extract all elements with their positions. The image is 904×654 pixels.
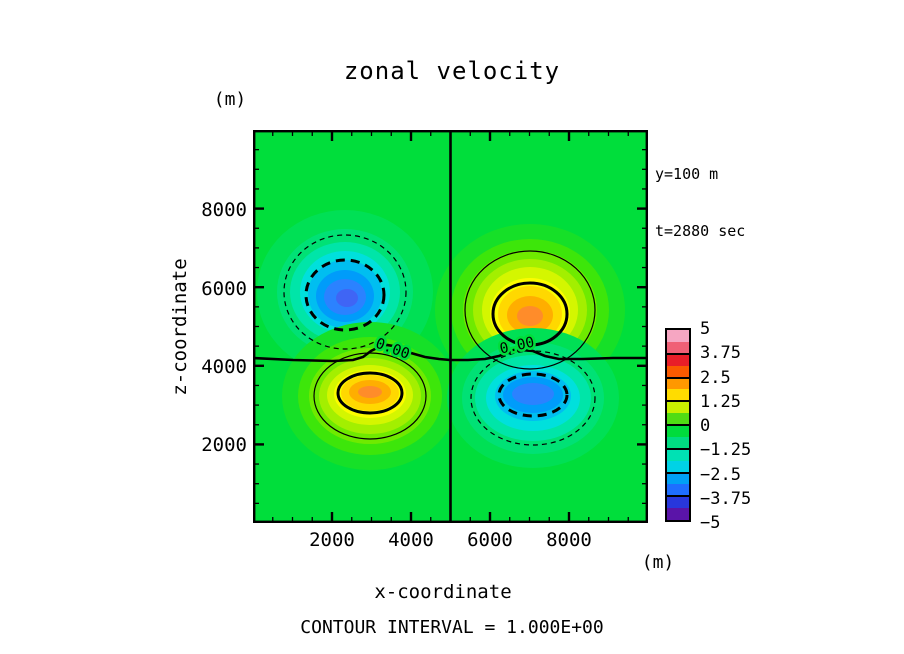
colorbar-label-7: −3.75 bbox=[700, 488, 752, 509]
x-tick-label-2000: 2000 bbox=[309, 529, 355, 551]
plot-title: zonal velocity bbox=[343, 57, 561, 85]
z-tick-label-4000: 4000 bbox=[201, 356, 247, 378]
colorbar-cell-4 bbox=[667, 377, 689, 390]
colorbar-cell-8 bbox=[667, 425, 689, 437]
colorbar-cell-14 bbox=[667, 496, 689, 509]
contour-cell-lower-right bbox=[447, 328, 619, 468]
colorbar-divider bbox=[667, 424, 689, 426]
slice-y-annotation: y=100 m bbox=[655, 165, 719, 183]
colorbar bbox=[665, 328, 691, 522]
colorbar-divider bbox=[667, 376, 689, 379]
contour-line-1-lower-left bbox=[313, 352, 427, 440]
z-axis-unit-label: (m) bbox=[213, 89, 247, 110]
colorbar-label-6: −2.5 bbox=[700, 464, 741, 485]
contour-line-1-upper-right bbox=[464, 250, 596, 370]
contour-line-2-lower-left bbox=[336, 371, 404, 415]
colorbar-cell-2 bbox=[667, 353, 689, 366]
colorbar-label-1: 3.75 bbox=[700, 343, 741, 364]
colorbar-divider bbox=[667, 471, 689, 474]
contour-line-1-lower-right bbox=[470, 350, 596, 446]
contour-line-2-lower-right bbox=[497, 372, 569, 418]
contour-plot-svg: 0.00 0.00 bbox=[252, 130, 649, 524]
colorbar-cell-0 bbox=[667, 330, 689, 342]
colorbar-divider bbox=[667, 400, 689, 403]
contour-line-2-upper-left bbox=[304, 258, 386, 332]
contour-plot: 0.00 0.00 bbox=[252, 130, 649, 524]
plot-border bbox=[253, 130, 649, 524]
colorbar-cell-12 bbox=[667, 472, 689, 485]
contour-line-1-upper-left bbox=[283, 234, 407, 350]
z-tick-label-6000: 6000 bbox=[201, 278, 247, 300]
colorbar-cell-3 bbox=[667, 365, 689, 378]
colorbar-cell-7 bbox=[667, 413, 689, 425]
x-tick-label-4000: 4000 bbox=[388, 529, 434, 551]
colorbar-cell-11 bbox=[667, 460, 689, 473]
colorbar-label-8: −5 bbox=[700, 513, 721, 533]
colorbar-cell-13 bbox=[667, 484, 689, 497]
x-axis-title: x-coordinate bbox=[374, 581, 512, 603]
colorbar-cell-15 bbox=[667, 508, 689, 520]
colorbar-label-2: 2.5 bbox=[700, 367, 731, 388]
z-tick-label-2000: 2000 bbox=[201, 434, 247, 456]
slice-time-annotation: t=2880 sec bbox=[655, 222, 746, 240]
colorbar-label-4: 0 bbox=[700, 416, 711, 436]
colorbar-divider bbox=[667, 352, 689, 355]
zero-contour-horizontal-left bbox=[252, 343, 451, 363]
colorbar-cell-1 bbox=[667, 341, 689, 354]
colorbar-label-5: −1.25 bbox=[700, 440, 752, 461]
zero-contour-horizontal-right bbox=[450, 348, 648, 362]
colorbar-cell-6 bbox=[667, 401, 689, 414]
x-tick-label-8000: 8000 bbox=[546, 529, 592, 551]
z-tick-label-8000: 8000 bbox=[201, 199, 247, 221]
contour-line-2-upper-right bbox=[491, 281, 569, 347]
colorbar-divider bbox=[667, 447, 689, 450]
colorbar-label-0: 5 bbox=[700, 319, 711, 339]
colorbar-cell-10 bbox=[667, 448, 689, 461]
x-axis-unit-label: (m) bbox=[641, 552, 675, 573]
contour-interval-note: CONTOUR INTERVAL = 1.000E+00 bbox=[300, 617, 604, 638]
slice-annotation: y=100 m t=2880 sec bbox=[655, 127, 745, 279]
contour-cell-lower-left bbox=[282, 322, 458, 470]
x-tick-label-6000: 6000 bbox=[467, 529, 513, 551]
colorbar-cell-9 bbox=[667, 436, 689, 449]
colorbar-cell-5 bbox=[667, 389, 689, 402]
colorbar-divider bbox=[667, 495, 689, 498]
z-axis-title: z-coordinate bbox=[169, 258, 191, 396]
colorbar-label-3: 1.25 bbox=[700, 391, 741, 412]
